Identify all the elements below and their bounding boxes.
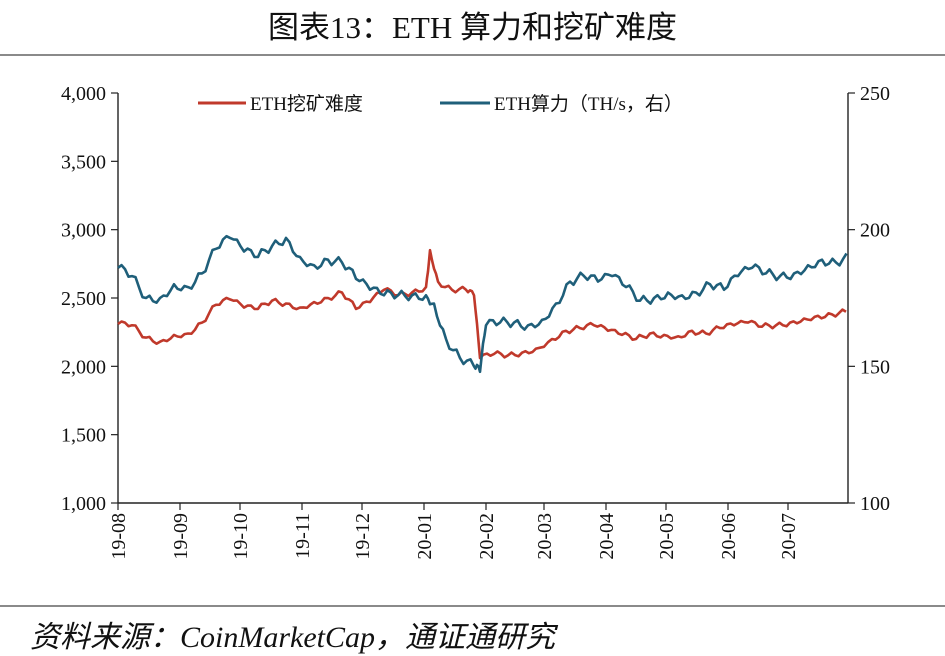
left-tick-label: 1,000 — [61, 493, 106, 515]
x-tick-label: 19-12 — [352, 513, 374, 560]
left-tick-label: 3,500 — [61, 151, 106, 173]
series-layer — [117, 234, 848, 374]
left-tick-label: 3,000 — [61, 220, 106, 242]
chart-title: 图表13：ETH 算力和挖矿难度 — [267, 10, 677, 45]
x-tick-label: 20-05 — [656, 513, 678, 560]
right-tick-label: 250 — [860, 83, 890, 105]
source-note: 资料来源：CoinMarketCap，通证通研究 — [30, 621, 555, 654]
chart-canvas: 1,000 1,500 2,000 2,500 3,000 3,500 4,000 100 15… — [0, 54, 945, 607]
x-tick-label: 20-07 — [778, 513, 800, 560]
x-tick-label: 19-08 — [108, 513, 130, 560]
left-tick-label: 1,500 — [61, 425, 106, 447]
x-tick-label: 20-04 — [596, 513, 618, 560]
x-tick-label: 19-09 — [170, 513, 192, 560]
x-tick-label: 20-06 — [718, 513, 740, 560]
x-tick-label: 19-10 — [230, 513, 252, 560]
axes: 1,000 1,500 2,000 2,500 3,000 3,500 4,000 100 15… — [61, 83, 890, 560]
x-tick-label: 20-01 — [414, 513, 436, 560]
right-tick-label: 150 — [860, 356, 890, 378]
left-tick-label: 2,500 — [61, 288, 106, 310]
legend: ETH挖矿难度 ETH算力（TH/s，右） — [198, 93, 683, 115]
x-tick-label: 20-02 — [476, 513, 498, 560]
legend-label-difficulty: ETH挖矿难度 — [250, 93, 363, 115]
x-tick-label: 20-03 — [534, 513, 556, 560]
series-line-hashrate — [117, 234, 848, 374]
series-line-difficulty — [117, 248, 847, 360]
left-tick-label: 4,000 — [61, 83, 106, 105]
left-tick-label: 2,000 — [61, 356, 106, 378]
x-tick-label: 19-11 — [292, 513, 314, 559]
right-tick-label: 100 — [860, 493, 890, 515]
right-tick-label: 200 — [860, 220, 890, 242]
legend-label-hashrate: ETH算力（TH/s，右） — [494, 93, 683, 115]
